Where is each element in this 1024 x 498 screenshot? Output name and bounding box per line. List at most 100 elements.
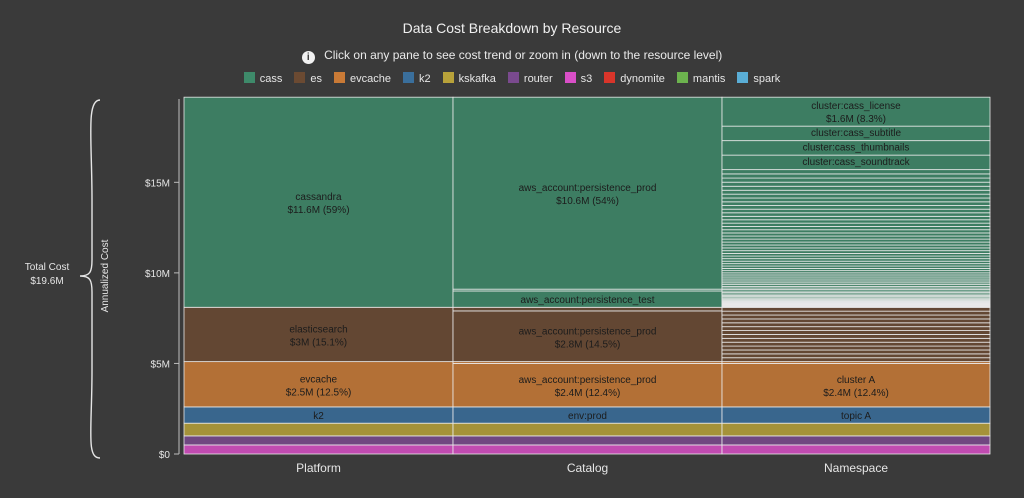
bar-segment-cass[interactable] bbox=[721, 244, 991, 249]
segment-label: k2 bbox=[313, 411, 324, 422]
total-cost-label: Total Cost bbox=[25, 262, 70, 273]
x-category-label: Platform bbox=[296, 461, 341, 475]
bar-segment-kskafka[interactable] bbox=[183, 422, 454, 437]
bar-segment-es[interactable] bbox=[721, 349, 991, 355]
legend-item-mantis[interactable]: mantis bbox=[676, 72, 726, 85]
bar-segment-cass[interactable] bbox=[183, 96, 454, 308]
bar-segment-cass[interactable] bbox=[721, 197, 991, 203]
bar-segment-es[interactable] bbox=[721, 357, 991, 363]
bar-segment-cass[interactable] bbox=[721, 235, 991, 240]
bar-segment-cass[interactable] bbox=[721, 181, 991, 187]
total-cost-value: $19.6M bbox=[30, 276, 63, 287]
bar-segment-cass[interactable] bbox=[721, 208, 991, 214]
bar-segment-cass[interactable] bbox=[721, 232, 991, 237]
legend-label: kskafka bbox=[458, 73, 496, 85]
bar-segment-router[interactable] bbox=[183, 435, 454, 446]
bar-segment-es[interactable] bbox=[721, 353, 991, 359]
legend-label: mantis bbox=[692, 73, 726, 85]
legend-item-evcache[interactable]: evcache bbox=[334, 72, 391, 85]
legend-label: cass bbox=[259, 73, 283, 85]
bar-segment-cass[interactable] bbox=[452, 96, 723, 290]
bar-segment-evcache[interactable] bbox=[183, 361, 454, 408]
bar-segment-router[interactable] bbox=[452, 435, 723, 446]
bar-segment-cass[interactable] bbox=[721, 205, 991, 210]
segment-label: cluster A bbox=[837, 375, 876, 386]
bar-segment-cass[interactable] bbox=[721, 193, 991, 199]
bar-segment-cass[interactable] bbox=[721, 215, 991, 221]
info-line: i Click on any pane to see cost trend or… bbox=[0, 48, 1024, 64]
segment-label: cluster:cass_soundtrack bbox=[802, 157, 910, 168]
legend-item-router[interactable]: router bbox=[507, 72, 553, 85]
legend-swatch-kskafka bbox=[442, 72, 454, 83]
bar-segment-evcache[interactable] bbox=[721, 363, 991, 408]
legend-item-kskafka[interactable]: kskafka bbox=[442, 72, 496, 85]
legend-swatch-k2 bbox=[402, 72, 414, 83]
x-category-label: Namespace bbox=[824, 461, 888, 475]
segment-value-label: $1.6M (8.3%) bbox=[826, 114, 886, 125]
bar-segment-cass[interactable] bbox=[721, 229, 991, 234]
bar-segment-es[interactable] bbox=[721, 345, 991, 351]
bar-segment-cass[interactable] bbox=[721, 219, 991, 224]
bar-segment-cass[interactable] bbox=[721, 238, 991, 243]
bar-segment-es[interactable] bbox=[452, 306, 723, 312]
legend-swatch-es bbox=[294, 72, 306, 83]
bar-segment-cass[interactable] bbox=[721, 169, 991, 175]
legend-item-s3[interactable]: s3 bbox=[564, 72, 592, 85]
legend-label: k2 bbox=[418, 73, 431, 85]
bar-segment-cass[interactable] bbox=[721, 222, 991, 227]
bar-segment-cass[interactable] bbox=[721, 241, 991, 246]
segment-value-label: $2.4M (12.4%) bbox=[823, 388, 889, 399]
x-category-label: Catalog bbox=[567, 461, 608, 475]
bar-segment-es[interactable] bbox=[721, 334, 991, 339]
bar-segment-cass[interactable] bbox=[721, 189, 991, 195]
segment-label: cluster:cass_license bbox=[811, 101, 901, 112]
bar-segment-es[interactable] bbox=[721, 306, 991, 312]
bar-segment-cass[interactable] bbox=[721, 250, 991, 254]
legend-swatch-cass bbox=[243, 72, 255, 83]
bar-segment-cass[interactable] bbox=[721, 201, 991, 206]
bar-segment-es[interactable] bbox=[721, 318, 991, 324]
legend-label: es bbox=[310, 73, 322, 85]
legend-item-spark[interactable]: spark bbox=[737, 72, 780, 85]
bar-segment-es[interactable] bbox=[721, 337, 991, 343]
segment-label: cluster:cass_thumbnails bbox=[803, 143, 910, 154]
legend-item-k2[interactable]: k2 bbox=[402, 72, 431, 85]
bar-segment-cass[interactable] bbox=[721, 173, 991, 179]
bar-segment-es[interactable] bbox=[452, 310, 723, 363]
bar-segment-es[interactable] bbox=[721, 310, 991, 316]
bar-segment-cass[interactable] bbox=[721, 177, 991, 183]
bar-segment-es[interactable] bbox=[721, 326, 991, 331]
legend-item-cass[interactable]: cass bbox=[243, 72, 283, 85]
bar-segment-es[interactable] bbox=[721, 341, 991, 347]
bar-segment-kskafka[interactable] bbox=[721, 422, 991, 437]
y-tick-label: $10M bbox=[145, 269, 170, 280]
bar-segment-evcache[interactable] bbox=[452, 363, 723, 408]
segment-label: topic A bbox=[841, 411, 871, 422]
segment-label: elasticsearch bbox=[289, 324, 347, 335]
segment-label: aws_account:persistence_prod bbox=[519, 326, 657, 337]
bar-segment-cass[interactable] bbox=[721, 96, 991, 127]
segment-label: aws_account:persistence_prod bbox=[519, 375, 657, 386]
bar-segment-es[interactable] bbox=[183, 306, 454, 363]
legend-swatch-mantis bbox=[676, 72, 688, 83]
bar-segment-es[interactable] bbox=[721, 322, 991, 328]
bar-segment-s3[interactable] bbox=[721, 444, 991, 455]
bar-segment-cass[interactable] bbox=[721, 226, 991, 231]
bar-segment-cass[interactable] bbox=[721, 212, 991, 217]
y-tick-label: $5M bbox=[151, 359, 170, 370]
bar-segment-s3[interactable] bbox=[452, 444, 723, 455]
segment-value-label: $2.8M (14.5%) bbox=[555, 339, 621, 350]
legend-item-dynomite[interactable]: dynomite bbox=[604, 72, 665, 85]
bar-segment-cass[interactable] bbox=[721, 185, 991, 191]
bar-segment-cass[interactable] bbox=[721, 247, 991, 252]
bar-segment-es[interactable] bbox=[721, 330, 991, 335]
segment-label: cluster:cass_subtitle bbox=[811, 128, 901, 139]
legend-label: spark bbox=[753, 73, 781, 85]
legend-item-es[interactable]: es bbox=[294, 72, 322, 85]
bar-segment-es[interactable] bbox=[721, 314, 991, 320]
bar-segment-s3[interactable] bbox=[183, 444, 454, 455]
legend-swatch-evcache bbox=[334, 72, 345, 83]
bar-segment-router[interactable] bbox=[721, 435, 991, 446]
bar-segment-kskafka[interactable] bbox=[452, 422, 723, 437]
legend-swatch-spark bbox=[737, 72, 749, 83]
